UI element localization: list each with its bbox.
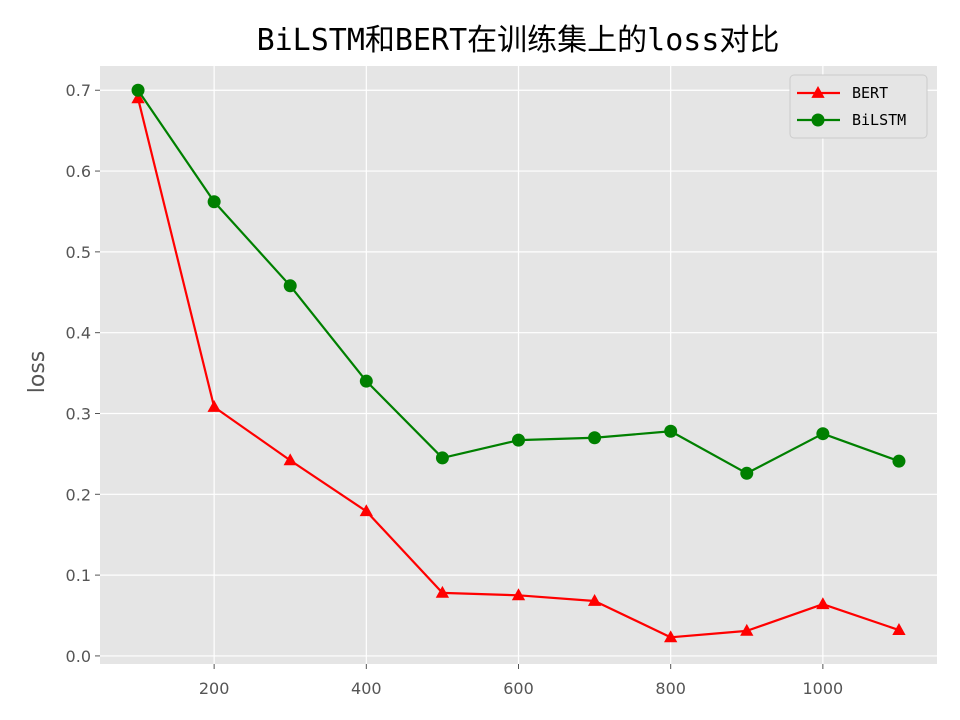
data-point-bert <box>207 400 221 412</box>
legend-item-bilstm: BiLSTM <box>797 111 906 129</box>
data-point-bilstm <box>207 195 221 209</box>
chart-title: BiLSTM和BERT在训练集上的loss对比 <box>257 23 780 58</box>
y-tick-label: 0.5 <box>66 243 91 262</box>
x-tick-label: 800 <box>655 679 686 698</box>
data-point-bilstm <box>740 466 754 480</box>
y-axis: 0.0 0.1 0.2 0.3 0.4 0.5 0.6 0.7 <box>66 81 100 666</box>
data-point-bilstm <box>359 374 373 388</box>
legend: BERT BiLSTM <box>789 74 928 139</box>
y-tick-label: 0.1 <box>66 566 91 585</box>
y-tick-label: 0.0 <box>66 647 91 666</box>
data-point-bilstm <box>588 431 602 445</box>
data-point-bilstm <box>664 424 678 438</box>
data-point-bilstm <box>892 454 906 468</box>
data-point-bert <box>664 630 678 643</box>
x-tick-label: 600 <box>503 679 534 698</box>
data-point-bert <box>511 588 526 601</box>
series-group <box>131 83 906 643</box>
y-tick-label: 0.4 <box>66 324 91 343</box>
data-point-bert <box>816 597 830 610</box>
y-tick-label: 0.7 <box>66 81 91 100</box>
data-point-bert <box>131 91 145 104</box>
series-bert <box>131 91 906 643</box>
data-point-bert <box>283 453 297 466</box>
data-point-bilstm <box>512 433 525 447</box>
data-point-bilstm <box>816 427 830 441</box>
legend-marker-bert <box>811 86 825 98</box>
data-point-bert <box>892 623 906 635</box>
x-tick-label: 400 <box>351 679 382 698</box>
data-point-bert <box>359 504 373 517</box>
grid <box>100 66 937 664</box>
data-point-bert <box>587 593 602 606</box>
data-point-bert <box>435 585 450 598</box>
y-tick-label: 0.3 <box>66 404 91 423</box>
legend-item-bert: BERT <box>797 84 888 102</box>
legend-label-bert: BERT <box>852 84 888 102</box>
x-tick-label: 1000 <box>803 679 844 698</box>
x-tick-label: 200 <box>199 679 230 698</box>
y-tick-label: 0.2 <box>66 485 91 504</box>
data-point-bilstm <box>131 83 145 97</box>
series-bilstm <box>131 83 906 480</box>
data-point-bilstm <box>435 451 449 465</box>
y-tick-label: 0.6 <box>66 162 91 181</box>
y-axis-label: loss <box>25 351 50 394</box>
data-point-bilstm <box>283 279 297 293</box>
legend-label-bilstm: BiLSTM <box>852 111 906 129</box>
legend-box <box>789 74 928 139</box>
x-axis: 200 400 600 800 1000 <box>199 664 843 698</box>
data-point-bert <box>740 623 754 636</box>
legend-marker-bilstm <box>811 113 825 127</box>
